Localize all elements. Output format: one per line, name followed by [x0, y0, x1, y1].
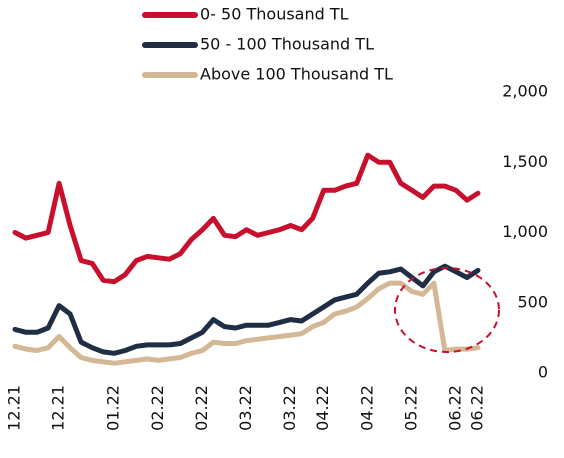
- x-tick-label: 12.21: [49, 385, 68, 431]
- x-tick-label: 04.22: [313, 385, 332, 431]
- x-tick-label: 06.22: [445, 385, 464, 431]
- x-tick-label: 03.22: [280, 385, 299, 431]
- legend-label: 0- 50 Thousand TL: [200, 5, 349, 24]
- x-tick-label: 02.22: [148, 385, 167, 431]
- y-tick-label: 2,000: [502, 82, 548, 101]
- y-tick-label: 500: [517, 292, 548, 311]
- x-tick-label: 02.22: [192, 385, 211, 431]
- y-tick-label: 1,500: [502, 152, 548, 171]
- legend-label: 50 - 100 Thousand TL: [200, 35, 374, 54]
- x-tick-label: 12.21: [5, 385, 24, 431]
- x-tick-label: 04.22: [357, 385, 376, 431]
- x-tick-label: 03.22: [236, 385, 255, 431]
- highlight-ellipse: [394, 267, 500, 353]
- y-tick-label: 1,000: [502, 222, 548, 241]
- y-tick-label: 0: [538, 363, 548, 382]
- x-tick-label: 06.22: [468, 385, 487, 431]
- series-line: [12, 263, 481, 356]
- series-line: [12, 280, 481, 366]
- legend-label: Above 100 Thousand TL: [200, 65, 393, 84]
- series-line: [12, 152, 481, 285]
- x-tick-label: 05.22: [401, 385, 420, 431]
- x-tick-label: 01.22: [104, 385, 123, 431]
